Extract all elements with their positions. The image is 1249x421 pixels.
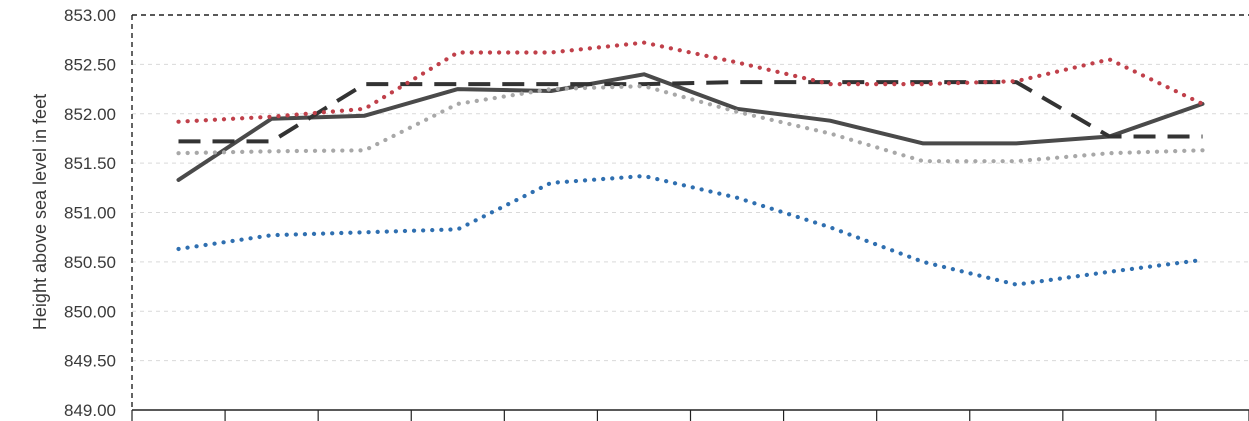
y-tick-label: 851.00 [64, 204, 116, 223]
y-axis-label: Height above sea level in feet [30, 94, 50, 330]
y-tick-label: 850.50 [64, 253, 116, 272]
y-tick-label: 853.00 [64, 6, 116, 25]
y-tick-label: 852.50 [64, 55, 116, 74]
axes [131, 15, 1249, 421]
y-tick-label: 850.00 [64, 302, 116, 321]
series-line-3-dotted [176, 40, 1205, 124]
series-line-1-solid [176, 72, 1205, 182]
y-tick-label: 851.50 [64, 154, 116, 173]
series-line-4-dotted [176, 83, 1205, 164]
y-tick-label: 849.50 [64, 352, 116, 371]
y-tick-label: 852.00 [64, 105, 116, 124]
series-lines [176, 40, 1205, 287]
y-tick-labels: 849.00 849.50 850.00 850.50 851.00 851.50 852.… [64, 6, 116, 420]
y-tick-label: 849.00 [64, 401, 116, 420]
series-line-2-dashed [178, 80, 1203, 144]
gridlines [132, 14, 1249, 362]
series-line-5-dotted [176, 173, 1205, 287]
